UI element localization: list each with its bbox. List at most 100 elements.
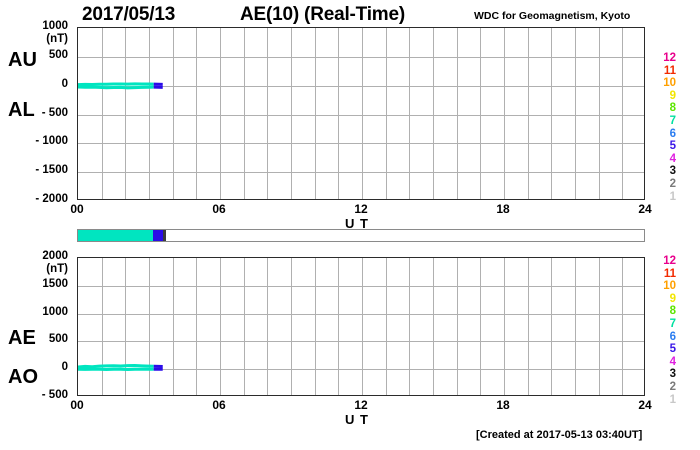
legend-item-12[interactable]: 12 — [663, 255, 676, 267]
gridline-vertical — [551, 258, 552, 395]
gridline-vertical — [575, 28, 576, 199]
legend-item-1[interactable]: 1 — [669, 190, 676, 203]
gridline-horizontal — [78, 115, 644, 116]
legend-stations-top: 12 11 10 9 8 7 6 5 4 3 2 1 — [658, 52, 676, 203]
legend-item-11[interactable]: 11 — [663, 64, 676, 77]
gridline-vertical — [622, 28, 623, 199]
data-coverage-bar[interactable] — [77, 229, 645, 242]
created-timestamp: [Created at 2017-05-13 03:40UT] — [476, 429, 643, 441]
gridline-vertical — [457, 258, 458, 395]
gridline-vertical — [244, 28, 245, 199]
coverage-segment-dark-data — [162, 230, 167, 241]
legend-item-3[interactable]: 3 — [669, 368, 676, 381]
trace-al — [78, 85, 154, 90]
legend-item-10[interactable]: 10 — [663, 280, 676, 293]
side-label-al: AL — [8, 99, 35, 121]
legend-item-8[interactable]: 8 — [669, 305, 676, 318]
x-axis-tick-label: 12 — [354, 202, 368, 216]
side-label-ao: AO — [8, 366, 38, 388]
legend-item-3[interactable]: 3 — [669, 165, 676, 178]
gridline-vertical — [504, 28, 505, 199]
gridline-vertical — [433, 258, 434, 395]
x-axis-tick-label: 06 — [212, 398, 226, 412]
legend-item-11[interactable]: 11 — [663, 267, 676, 280]
gridline-vertical — [409, 258, 410, 395]
gridline-horizontal — [78, 341, 644, 342]
gridline-vertical — [528, 28, 529, 199]
legend-item-7[interactable]: 7 — [669, 114, 676, 127]
gridline-horizontal — [78, 314, 644, 315]
gridline-vertical — [480, 28, 481, 199]
coverage-segment-blue-data — [153, 230, 163, 241]
gridline-vertical — [102, 258, 103, 395]
gridline-vertical — [196, 258, 197, 395]
gridline-vertical — [149, 258, 150, 395]
gridline-vertical — [504, 258, 505, 395]
gridline-vertical — [528, 258, 529, 395]
gridline-vertical — [267, 28, 268, 199]
legend-item-9[interactable]: 9 — [669, 89, 676, 102]
legend-item-2[interactable]: 2 — [669, 380, 676, 393]
legend-item-9[interactable]: 9 — [669, 292, 676, 305]
gridline-vertical — [220, 258, 221, 395]
gridline-vertical — [125, 28, 126, 199]
legend-item-6[interactable]: 6 — [669, 330, 676, 343]
gridline-horizontal — [78, 172, 644, 173]
gridline-vertical — [315, 28, 316, 199]
legend-item-5[interactable]: 5 — [669, 343, 676, 356]
gridline-vertical — [551, 28, 552, 199]
x-axis-tick-label: 24 — [638, 398, 652, 412]
y-axis-tick-label: - 1500 — [35, 164, 68, 177]
chart-source: WDC for Geomagnetism, Kyoto — [474, 10, 631, 22]
x-axis-label: U T — [345, 412, 369, 427]
gridline-horizontal — [78, 369, 644, 370]
gridline-vertical — [125, 258, 126, 395]
gridline-vertical — [173, 28, 174, 199]
legend-item-8[interactable]: 8 — [669, 102, 676, 115]
x-axis-label: U T — [345, 216, 369, 231]
gridline-vertical — [599, 28, 600, 199]
trace-layer — [78, 364, 163, 372]
gridline-vertical — [149, 28, 150, 199]
y-axis-tick-label: 0 — [61, 361, 68, 374]
gridline-vertical — [575, 258, 576, 395]
y-axis-tick-label: - 500 — [41, 106, 68, 119]
gridline-vertical — [386, 28, 387, 199]
chart-title: AE(10) (Real-Time) — [240, 4, 405, 25]
x-axis-tick-label: 00 — [70, 398, 84, 412]
gridline-vertical — [220, 28, 221, 199]
legend-item-1[interactable]: 1 — [669, 393, 676, 406]
x-axis-tick-label: 06 — [212, 202, 226, 216]
y-axis-unit: (nT) — [46, 33, 68, 45]
x-axis-tick-label: 12 — [354, 398, 368, 412]
y-axis-tick-label: 500 — [48, 333, 68, 346]
gridline-vertical — [196, 28, 197, 199]
y-axis-tick-label: 0 — [61, 77, 68, 90]
x-axis-tick-label: 18 — [496, 398, 510, 412]
y-axis-unit: (nT) — [46, 263, 68, 275]
x-axis-tick-label: 18 — [496, 202, 510, 216]
chart-date: 2017/05/13 — [82, 4, 176, 25]
legend-item-10[interactable]: 10 — [663, 77, 676, 90]
legend-stations-bottom: 12 11 10 9 8 7 6 5 4 3 2 1 — [658, 255, 676, 406]
trace-ae — [78, 364, 154, 369]
y-axis-tick-label: 1000 — [42, 20, 68, 32]
legend-item-6[interactable]: 6 — [669, 127, 676, 140]
gridline-vertical — [267, 258, 268, 395]
legend-item-2[interactable]: 2 — [669, 177, 676, 190]
side-label-au: AU — [8, 49, 37, 71]
x-axis-tick-label: 24 — [638, 202, 652, 216]
legend-item-4[interactable]: 4 — [669, 355, 676, 368]
legend-item-5[interactable]: 5 — [669, 140, 676, 153]
gridline-vertical — [433, 28, 434, 199]
gridline-vertical — [291, 258, 292, 395]
legend-item-4[interactable]: 4 — [669, 152, 676, 165]
plot-area-ae-ao — [77, 257, 645, 396]
y-axis-tick-label: 1500 — [42, 277, 68, 290]
gridline-vertical — [173, 258, 174, 395]
legend-item-7[interactable]: 7 — [669, 317, 676, 330]
legend-item-12[interactable]: 12 — [663, 52, 676, 64]
y-axis-tick-label: 500 — [48, 48, 68, 61]
trace-layer — [78, 82, 163, 90]
gridline-vertical — [480, 258, 481, 395]
